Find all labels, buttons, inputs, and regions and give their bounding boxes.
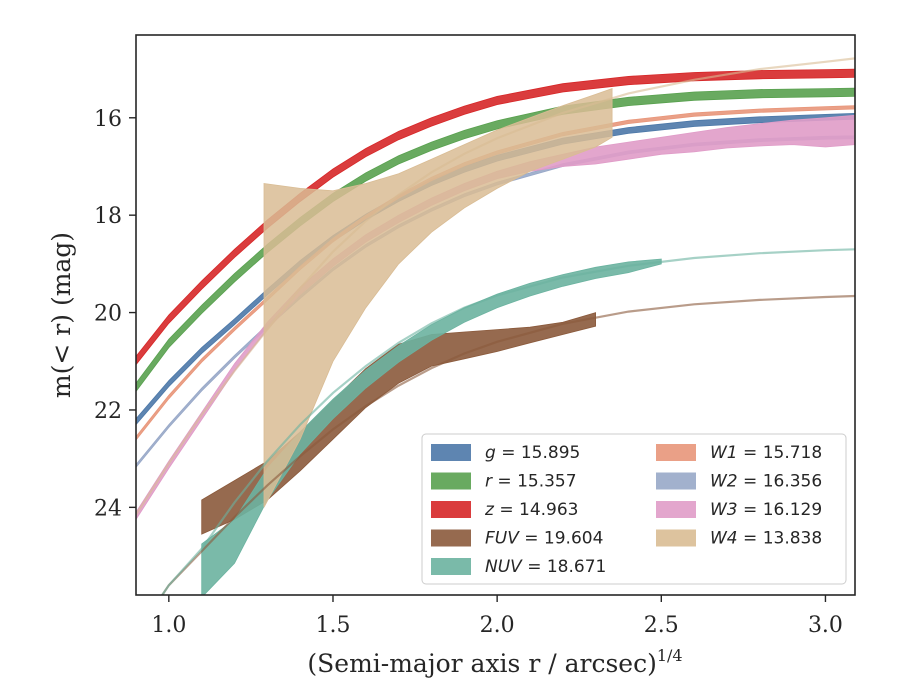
legend-value-w3: 16.129 (763, 500, 822, 520)
legend-value-w2: 16.356 (763, 472, 822, 492)
y-tick-label: 20 (94, 302, 122, 327)
legend-value-r: 15.357 (517, 472, 576, 492)
legend-equals: = (738, 472, 763, 492)
legend-label-w2: W2 = 16.356 (710, 472, 822, 492)
legend-label-g: g = 15.895 (485, 443, 580, 463)
y-axis-title: m(< r) (mag) (47, 232, 76, 398)
legend-value-w4: 13.838 (763, 529, 822, 549)
legend-value-nuv: 18.671 (547, 557, 606, 577)
x-axis: 1.0 1.5 2.0 2.5 3.0 (151, 595, 843, 638)
x-tick-label: 2.0 (480, 613, 515, 638)
plot-frame (135, 34, 856, 596)
legend-value-fuv: 19.604 (544, 529, 603, 549)
legend: g = 15.895 r = 15.357 z = 14.963 FUV = 19.6… (421, 433, 847, 585)
legend-swatch-fuv (431, 529, 471, 547)
legend-equals: = (519, 529, 544, 549)
legend-swatch-w4 (656, 529, 696, 547)
y-tick-label: 18 (94, 204, 122, 229)
band-nuv (201, 258, 662, 595)
legend-value-g: 15.895 (521, 443, 580, 463)
legend-name-fuv: FUV (485, 529, 520, 549)
legend-frame (421, 433, 847, 585)
legend-label-w3: W3 = 16.129 (710, 500, 822, 520)
legend-label-w4: W4 = 13.838 (710, 529, 822, 549)
legend-swatch-w1 (656, 444, 696, 461)
y-tick-label: 24 (94, 496, 122, 521)
band-w4 (263, 88, 613, 508)
legend-name-z: z (484, 500, 495, 520)
legend-equals: = (494, 500, 519, 520)
legend-name-w2: W2 (710, 472, 738, 492)
legend-name-r: r (485, 472, 493, 492)
legend-name-w1: W1 (710, 443, 738, 463)
legend-equals: = (738, 443, 763, 463)
fit-line-nuv (160, 248, 855, 595)
legend-swatch-g (431, 444, 471, 461)
x-tick-label: 3.0 (808, 613, 843, 638)
legend-equals: = (492, 472, 517, 492)
y-axis: 16 18 20 22 24 (94, 107, 136, 521)
legend-label-fuv: FUV = 19.604 (485, 529, 603, 549)
x-axis-title-exponent: 1/4 (657, 646, 683, 665)
legend-swatch-r (431, 472, 471, 490)
legend-swatch-z (431, 501, 471, 518)
x-tick-label: 1.5 (315, 613, 350, 638)
legend-name-g: g (485, 443, 496, 463)
fit-line-fuv (160, 294, 855, 595)
legend-equals: = (738, 529, 763, 549)
legend-swatch-nuv (431, 558, 471, 575)
legend-equals: = (522, 557, 547, 577)
legend-equals: = (496, 443, 521, 463)
legend-name-nuv: NUV (485, 557, 523, 577)
fit-line-layer (136, 57, 855, 595)
x-tick-label: 1.0 (151, 613, 186, 638)
x-axis-title-main: (Semi-major axis r / arcsec) (307, 649, 656, 678)
legend-swatch-w3 (656, 501, 696, 518)
legend-name-w4: W4 (710, 529, 738, 549)
legend-value-z: 14.963 (519, 500, 578, 520)
legend-name-w3: W3 (710, 500, 738, 520)
legend-label-z: z = 14.963 (484, 500, 578, 520)
legend-swatch-w2 (656, 472, 696, 490)
legend-label-nuv: NUV = 18.671 (485, 557, 606, 577)
y-tick-label: 22 (94, 399, 122, 424)
x-axis-title: (Semi-major axis r / arcsec)1/4 (307, 646, 682, 678)
legend-value-w1: 15.718 (763, 443, 822, 463)
legend-label-w1: W1 = 15.718 (710, 443, 822, 463)
x-tick-label: 2.5 (644, 613, 679, 638)
legend-label-r: r = 15.357 (485, 472, 577, 492)
y-tick-label: 16 (94, 107, 122, 132)
legend-equals: = (738, 500, 763, 520)
fit-line-w4 (136, 57, 855, 516)
